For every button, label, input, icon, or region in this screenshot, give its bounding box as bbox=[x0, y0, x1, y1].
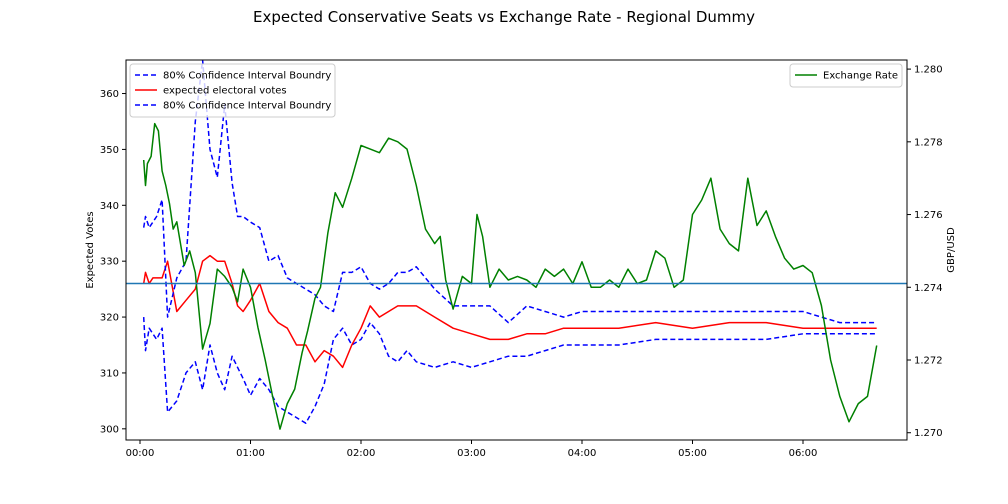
x-tick-label: 02:00 bbox=[347, 448, 376, 459]
left-y-tick-label: 320 bbox=[100, 313, 119, 324]
series-line-4 bbox=[142, 122, 878, 430]
right-y-tick-label: 1.274 bbox=[914, 283, 943, 294]
legend-label: 80% Confidence Interval Boundry bbox=[163, 101, 331, 112]
right-y-axis: 1.270 1.272 1.274 1.276 1.278 1.280 bbox=[907, 65, 943, 439]
left-y-tick-label: 300 bbox=[100, 424, 119, 435]
legend-label: 80% Confidence Interval Boundry bbox=[163, 71, 331, 82]
right-y-tick-label: 1.272 bbox=[914, 356, 943, 367]
left-y-tick-label: 360 bbox=[100, 89, 119, 100]
x-tick-label: 01:00 bbox=[236, 448, 265, 459]
series-line-1 bbox=[142, 317, 877, 424]
x-tick-label: 00:00 bbox=[126, 448, 155, 459]
right-y-tick-label: 1.270 bbox=[914, 428, 943, 439]
legend-left: 80% Confidence Interval Boundry expected … bbox=[129, 63, 336, 118]
x-tick-label: 06:00 bbox=[789, 448, 818, 459]
series-layer bbox=[142, 60, 878, 430]
right-y-tick-label: 1.278 bbox=[914, 137, 943, 148]
x-axis: 00:00 01:00 02:00 03:00 04:00 05:00 06:00 bbox=[126, 440, 818, 459]
left-y-tick-label: 330 bbox=[100, 257, 119, 268]
right-y-axis-label: GBP/USD bbox=[946, 227, 957, 273]
legend-label: expected electoral votes bbox=[163, 86, 287, 97]
legend-right: Exchange Rate bbox=[789, 63, 903, 88]
left-y-tick-label: 340 bbox=[100, 201, 119, 212]
right-y-tick-label: 1.280 bbox=[914, 65, 943, 76]
left-y-axis-label: Expected Votes bbox=[85, 211, 96, 288]
series-line-2 bbox=[142, 254, 877, 369]
legend-box bbox=[789, 63, 903, 88]
left-y-axis: 300 310 320 330 340 350 360 bbox=[100, 89, 126, 435]
legend-box bbox=[129, 63, 336, 118]
series-line-3 bbox=[142, 60, 877, 324]
chart-title: Expected Conservative Seats vs Exchange … bbox=[253, 8, 755, 26]
plot-frame bbox=[125, 59, 908, 441]
x-tick-label: 04:00 bbox=[568, 448, 597, 459]
left-y-tick-label: 350 bbox=[100, 145, 119, 156]
x-tick-label: 05:00 bbox=[678, 448, 707, 459]
x-tick-label: 03:00 bbox=[457, 448, 486, 459]
left-y-tick-label: 310 bbox=[100, 368, 119, 379]
legend-label: Exchange Rate bbox=[823, 71, 898, 82]
right-y-tick-label: 1.276 bbox=[914, 210, 943, 221]
